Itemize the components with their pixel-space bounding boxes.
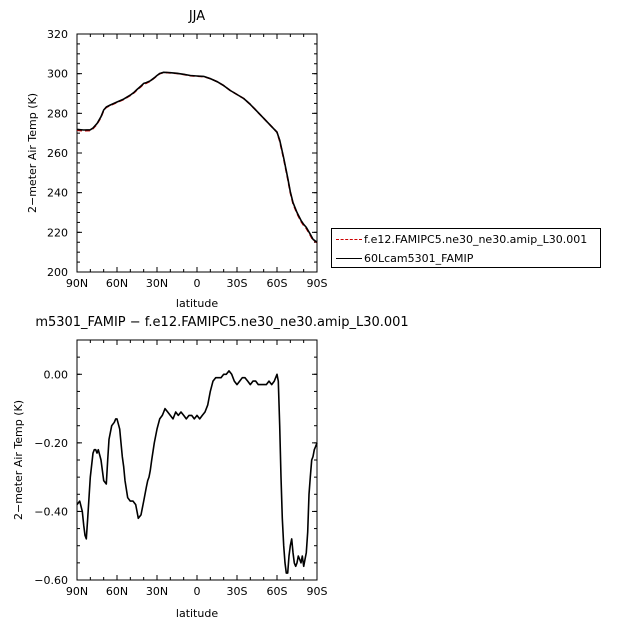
y-tick-label: 280 [47,107,68,120]
x-tick-label: 30S [227,277,248,290]
panel-bottom: m5301_FAMIP − f.e12.FAMIPC5.ne30_ne30.am… [12,315,409,620]
y-tick-label: 240 [47,187,68,200]
series-line [76,71,318,243]
x-axis-label: latitude [176,297,218,310]
x-tick-label: 60S [267,277,288,290]
x-tick-label: 60N [106,277,128,290]
x-tick-label: 90N [66,277,88,290]
legend-swatch [336,257,362,259]
x-tick-label: 30N [146,585,168,598]
x-tick-label: 60N [106,585,128,598]
legend-label: 60Lcam5301_FAMIP [364,251,474,265]
panel-top: JJA latitude 2−meter Air Temp (K) 90N 60N… [26,9,328,310]
y-tick-label: 300 [47,68,68,81]
chart-title: JJA [188,9,205,24]
x-axis-label: latitude [176,607,218,620]
y-axis-label: 2−meter Air Temp (K) [26,93,39,213]
y-tick-label: 200 [47,266,68,279]
x-tick-label: 90S [307,585,328,598]
y-tick-label: 0.00 [44,368,69,381]
x-tick-label: 60S [267,585,288,598]
y-tick-label: −0.60 [34,574,68,587]
series-line [76,370,318,574]
x-tick-label: 0 [194,585,201,598]
x-tick-label: 30N [146,277,168,290]
y-tick-label: 320 [47,28,68,41]
x-tick-label: 30S [227,585,248,598]
legend-swatch [336,238,362,240]
chart-title: m5301_FAMIP − f.e12.FAMIPC5.ne30_ne30.am… [35,315,408,330]
y-tick-label: 220 [47,226,68,239]
legend-item: f.e12.FAMIPC5.ne30_ne30.amip_L30.001 [336,230,587,248]
y-tick-label: −0.40 [34,505,68,518]
plot-frame [76,33,318,273]
legend: f.e12.FAMIPC5.ne30_ne30.amip_L30.001 60L… [331,228,601,268]
x-tick-label: 0 [194,277,201,290]
y-axis-label: 2−meter Air Temp (K) [12,400,25,520]
y-tick-label: −0.20 [34,437,68,450]
legend-label: f.e12.FAMIPC5.ne30_ne30.amip_L30.001 [364,232,588,246]
x-tick-label: 90S [307,277,328,290]
series-line [76,71,318,244]
y-tick-label: 260 [47,147,68,160]
x-tick-label: 90N [66,585,88,598]
legend-item: 60Lcam5301_FAMIP [336,249,473,267]
